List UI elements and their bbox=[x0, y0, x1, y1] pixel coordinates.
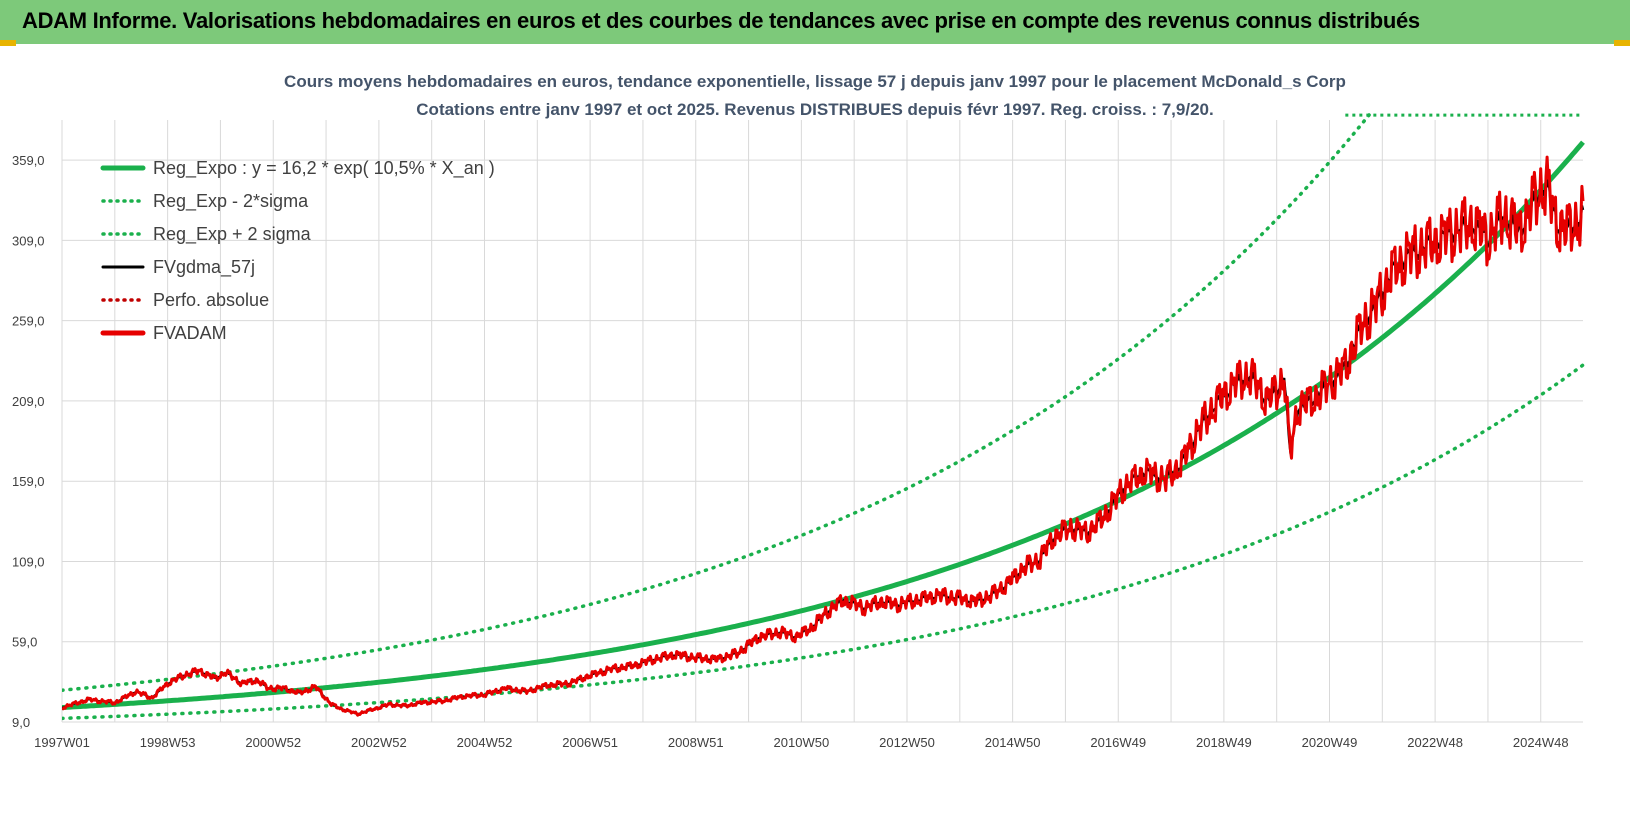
series-fvadam bbox=[62, 155, 1585, 717]
report-banner: ADAM Informe. Valorisations hebdomadaire… bbox=[0, 0, 1630, 44]
x-tick-label: 2018W49 bbox=[1196, 735, 1252, 750]
x-tick-label: 2016W49 bbox=[1090, 735, 1146, 750]
legend: Reg_Expo : y = 16,2 * exp( 10,5% * X_an … bbox=[100, 158, 495, 343]
corner-accent-right bbox=[1614, 40, 1630, 46]
x-tick-label: 2010W50 bbox=[774, 735, 830, 750]
corner-accent-left bbox=[0, 40, 16, 46]
y-tick-label: 109,0 bbox=[12, 554, 45, 569]
legend-label: FVgdma_57j bbox=[153, 257, 255, 278]
legend-label: Reg_Exp + 2 sigma bbox=[153, 224, 312, 245]
x-tick-label: 2004W52 bbox=[457, 735, 513, 750]
y-tick-label: 59,0 bbox=[12, 635, 37, 650]
legend-label: Perfo. absolue bbox=[153, 290, 269, 310]
x-tick-label: 2014W50 bbox=[985, 735, 1041, 750]
x-tick-label: 1997W01 bbox=[34, 735, 90, 750]
x-tick-label: 2006W51 bbox=[562, 735, 618, 750]
x-tick-label: 2002W52 bbox=[351, 735, 407, 750]
legend-label: Reg_Exp - 2*sigma bbox=[153, 191, 309, 212]
legend-label: FVADAM bbox=[153, 323, 227, 343]
series-lines bbox=[62, 113, 1585, 721]
y-tick-label: 259,0 bbox=[12, 314, 45, 329]
y-tick-label: 209,0 bbox=[12, 394, 45, 409]
x-tick-label: 2012W50 bbox=[879, 735, 935, 750]
x-tick-label: 2022W48 bbox=[1407, 735, 1463, 750]
y-tick-label: 359,0 bbox=[12, 153, 45, 168]
chart-subtitle: Cotations entre janv 1997 et oct 2025. R… bbox=[416, 100, 1213, 119]
report-title: ADAM Informe. Valorisations hebdomadaire… bbox=[22, 8, 1420, 33]
series-fvgdma bbox=[62, 175, 1585, 716]
series-reg-low bbox=[62, 363, 1585, 721]
chart-title: Cours moyens hebdomadaires en euros, ten… bbox=[284, 72, 1346, 91]
valuation-chart: Cours moyens hebdomadaires en euros, ten… bbox=[12, 72, 1585, 750]
x-axis: 1997W01 1998W53 2000W52 2002W52 2004W52 2006W… bbox=[34, 735, 1568, 750]
y-tick-label: 9,0 bbox=[12, 715, 30, 730]
y-axis: 9,0 59,0 109,0 159,0 209,0 259,0 309,0 359,0 bbox=[12, 153, 45, 730]
x-tick-label: 2024W48 bbox=[1513, 735, 1569, 750]
x-tick-label: 1998W53 bbox=[140, 735, 196, 750]
x-tick-label: 2000W52 bbox=[245, 735, 301, 750]
legend-label: Reg_Expo : y = 16,2 * exp( 10,5% * X_an … bbox=[153, 158, 495, 179]
series-reg-high bbox=[62, 113, 1371, 692]
y-tick-label: 159,0 bbox=[12, 474, 45, 489]
grid-lines bbox=[61, 120, 1583, 723]
x-tick-label: 2008W51 bbox=[668, 735, 724, 750]
x-tick-label: 2020W49 bbox=[1302, 735, 1358, 750]
y-tick-label: 309,0 bbox=[12, 233, 45, 248]
